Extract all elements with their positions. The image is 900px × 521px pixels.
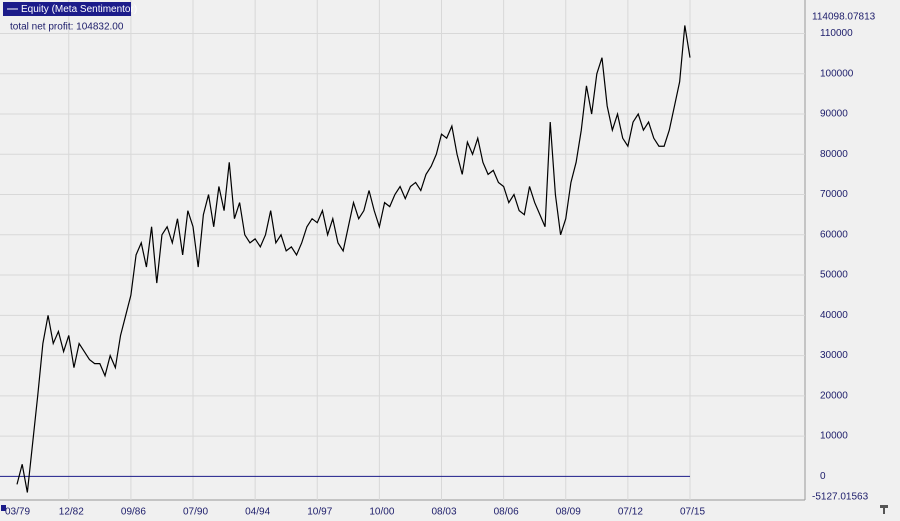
x-tick-label: 08/03 [432, 507, 457, 518]
marker-icon [1, 505, 6, 511]
y-tick-label: 90000 [820, 109, 848, 120]
y-tick-label: 40000 [820, 310, 848, 321]
y-limit-label: -5127.01563 [812, 492, 869, 503]
x-tick-label: 07/15 [680, 507, 705, 518]
annotation: total net profit: 104832.00 [10, 22, 124, 33]
x-tick-label: 07/90 [183, 507, 208, 518]
y-tick-label: 70000 [820, 189, 848, 200]
y-tick-label: 50000 [820, 270, 848, 281]
x-tick-label: 07/12 [618, 507, 643, 518]
y-tick-label: 80000 [820, 149, 848, 160]
x-tick-label: 09/86 [121, 507, 146, 518]
y-tick-label: 100000 [820, 68, 854, 79]
y-tick-label: 20000 [820, 390, 848, 401]
equity-line [16, 25, 691, 493]
y-tick-label: 110000 [820, 28, 853, 39]
x-tick-label: 08/09 [556, 507, 581, 518]
x-tick-label: 12/82 [59, 507, 84, 518]
legend-box [3, 2, 131, 16]
x-tick-label: 08/06 [494, 507, 519, 518]
x-tick-label: 10/00 [369, 507, 394, 518]
y-tick-label: 30000 [820, 350, 848, 361]
y-tick-label: 60000 [820, 229, 848, 240]
x-tick-label: 04/94 [245, 507, 270, 518]
pin-icon [880, 505, 888, 514]
x-tick-label: 03/79 [5, 507, 30, 518]
y-limit-label: 114098.07813 [812, 12, 876, 23]
y-tick-label: 10000 [820, 431, 848, 442]
x-tick-label: 10/97 [307, 507, 332, 518]
legend-label: Equity (Meta Sentimentor) [21, 4, 137, 15]
y-tick-label: 0 [820, 471, 826, 482]
